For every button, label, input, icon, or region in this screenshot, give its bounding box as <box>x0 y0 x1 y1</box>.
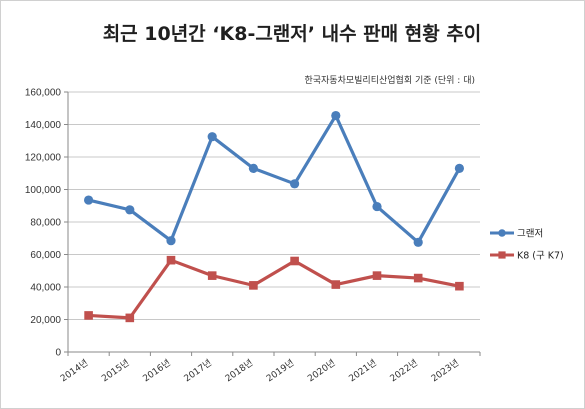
data-point <box>455 281 464 291</box>
y-tick-label: 140,000 <box>25 120 62 131</box>
legend-label: K8 (구 K7) <box>517 251 564 262</box>
data-point <box>248 163 258 173</box>
y-tick-label: 60,000 <box>30 250 61 261</box>
chart-title: 최근 10년간 ‘K8-그랜저’ 내수 판매 현황 추이 <box>103 22 482 45</box>
y-tick-label: 100,000 <box>25 185 62 196</box>
gridlines <box>68 91 480 320</box>
data-point <box>125 205 135 215</box>
data-point <box>249 281 258 290</box>
data-point <box>166 236 176 246</box>
data-point <box>125 313 135 323</box>
data-point <box>413 273 423 283</box>
data-point <box>84 195 94 205</box>
data-point <box>454 163 464 173</box>
y-tick-label: 0 <box>55 348 61 359</box>
legend-marker <box>498 229 506 237</box>
series-line <box>86 258 461 320</box>
legend-marker <box>498 251 506 259</box>
y-tick-label: 80,000 <box>30 218 61 229</box>
data-point <box>166 255 176 265</box>
y-tick-label: 20,000 <box>30 315 61 326</box>
y-tick-label: 40,000 <box>30 283 61 294</box>
data-point <box>290 256 299 266</box>
data-point <box>372 201 382 212</box>
legend-label: 그랜저 <box>517 229 543 240</box>
data-point <box>207 132 217 142</box>
data-point <box>84 311 93 320</box>
data-point <box>290 179 300 189</box>
y-tick-label: 160,000 <box>25 88 62 99</box>
data-point <box>413 237 423 247</box>
data-point <box>372 271 382 280</box>
source-note: 한국자동차모빌리티산업협회 기준 (단위 : 대) <box>304 74 475 86</box>
data-point <box>331 110 341 121</box>
series-layer <box>84 110 464 323</box>
legend: 그랜저 K8 (구 K7) <box>490 229 564 262</box>
data-point <box>331 280 341 289</box>
data-point <box>207 271 217 280</box>
y-tick-label: 120,000 <box>25 153 62 164</box>
series-line <box>86 113 461 244</box>
